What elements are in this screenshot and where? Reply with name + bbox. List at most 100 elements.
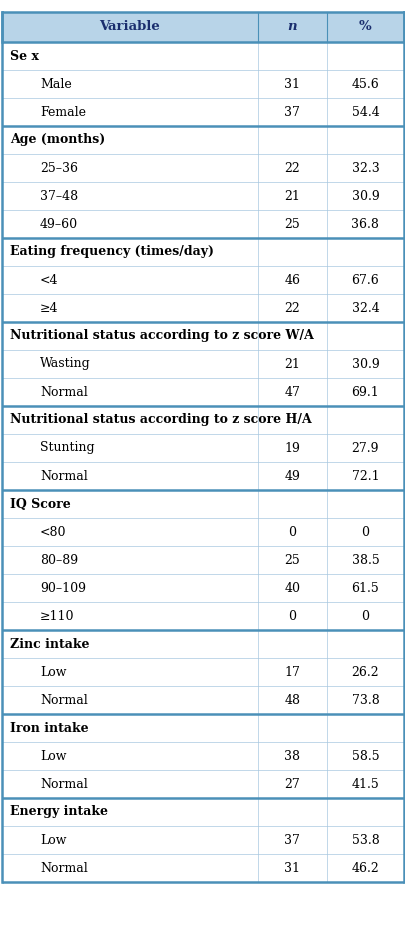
Text: n: n	[287, 21, 296, 34]
Text: Wasting: Wasting	[40, 358, 91, 370]
Text: 48: 48	[284, 693, 300, 706]
Bar	[2, 742, 403, 770]
Text: 80–89: 80–89	[40, 554, 78, 566]
Text: Normal: Normal	[40, 862, 87, 874]
Bar	[2, 42, 403, 70]
Text: 58.5: 58.5	[351, 750, 378, 762]
Text: Female: Female	[40, 106, 86, 119]
Text: 54.4: 54.4	[351, 106, 378, 119]
Bar	[2, 770, 403, 798]
Bar	[2, 322, 403, 350]
Bar	[2, 854, 403, 882]
Text: 37: 37	[284, 834, 300, 847]
Text: ≥4: ≥4	[40, 301, 58, 315]
Bar	[2, 70, 403, 98]
Text: %: %	[358, 21, 371, 34]
Text: 41.5: 41.5	[351, 777, 378, 790]
Text: 32.3: 32.3	[351, 161, 378, 174]
Text: 72.1: 72.1	[351, 469, 378, 482]
Text: Nutritional status according to z score H/A: Nutritional status according to z score …	[10, 414, 311, 427]
Bar	[2, 98, 403, 126]
Text: 17: 17	[284, 665, 300, 678]
Text: Stunting: Stunting	[40, 442, 94, 454]
Text: 31: 31	[284, 77, 300, 90]
Text: ≥110: ≥110	[40, 609, 75, 623]
Bar	[2, 378, 403, 406]
Text: 27.9: 27.9	[351, 442, 378, 454]
Bar	[2, 714, 403, 742]
Text: 26.2: 26.2	[351, 665, 378, 678]
Bar	[2, 602, 403, 630]
Text: 67.6: 67.6	[351, 273, 378, 286]
Text: Low: Low	[40, 665, 66, 678]
Bar	[2, 154, 403, 182]
Bar	[2, 518, 403, 546]
Text: Normal: Normal	[40, 469, 87, 482]
Text: 53.8: 53.8	[351, 834, 378, 847]
Text: 36.8: 36.8	[351, 218, 378, 231]
Text: 22: 22	[284, 161, 299, 174]
Text: 21: 21	[284, 189, 300, 203]
Text: IQ Score: IQ Score	[10, 497, 70, 511]
Text: Male: Male	[40, 77, 72, 90]
Bar	[2, 350, 403, 378]
Text: 25: 25	[284, 554, 299, 566]
Text: Low: Low	[40, 834, 66, 847]
Text: 37–48: 37–48	[40, 189, 78, 203]
Text: 30.9: 30.9	[351, 358, 378, 370]
Text: Variable: Variable	[99, 21, 160, 34]
Bar	[2, 238, 403, 266]
Text: Normal: Normal	[40, 777, 87, 790]
Text: 31: 31	[284, 862, 300, 874]
Text: 40: 40	[284, 581, 300, 594]
Text: Eating frequency (times/day): Eating frequency (times/day)	[10, 246, 213, 258]
Bar	[2, 546, 403, 574]
Text: Normal: Normal	[40, 693, 87, 706]
Text: Zinc intake: Zinc intake	[10, 638, 90, 651]
Text: 22: 22	[284, 301, 299, 315]
Text: 38.5: 38.5	[351, 554, 378, 566]
Text: 32.4: 32.4	[351, 301, 378, 315]
Text: 0: 0	[288, 526, 296, 539]
Text: 25–36: 25–36	[40, 161, 78, 174]
Text: 47: 47	[284, 385, 300, 398]
Text: 19: 19	[284, 442, 300, 454]
Text: 49–60: 49–60	[40, 218, 78, 231]
Bar	[2, 658, 403, 686]
Bar	[2, 462, 403, 490]
Text: 0: 0	[360, 609, 369, 623]
Bar	[2, 210, 403, 238]
Text: 25: 25	[284, 218, 299, 231]
Bar	[2, 798, 403, 826]
Bar	[2, 266, 403, 294]
Text: 90–109: 90–109	[40, 581, 86, 594]
Bar	[2, 574, 403, 602]
Bar	[2, 406, 403, 434]
Bar	[2, 182, 403, 210]
Text: 30.9: 30.9	[351, 189, 378, 203]
Bar	[2, 630, 403, 658]
Text: 45.6: 45.6	[351, 77, 378, 90]
Text: 27: 27	[284, 777, 299, 790]
Bar	[2, 126, 403, 154]
Text: <80: <80	[40, 526, 66, 539]
Text: Normal: Normal	[40, 385, 87, 398]
Bar	[2, 686, 403, 714]
Text: Energy intake: Energy intake	[10, 805, 108, 819]
Text: 46.2: 46.2	[351, 862, 378, 874]
Text: Iron intake: Iron intake	[10, 722, 88, 735]
Text: Low: Low	[40, 750, 66, 762]
Bar	[2, 294, 403, 322]
Text: 46: 46	[284, 273, 300, 286]
Text: Age (months): Age (months)	[10, 134, 105, 147]
Bar	[2, 490, 403, 518]
Text: 21: 21	[284, 358, 300, 370]
Text: 49: 49	[284, 469, 300, 482]
Text: 38: 38	[284, 750, 300, 762]
Text: Nutritional status according to z score W/A: Nutritional status according to z score …	[10, 330, 313, 343]
Text: 61.5: 61.5	[351, 581, 378, 594]
Text: 0: 0	[288, 609, 296, 623]
Text: Se x: Se x	[10, 50, 39, 62]
Text: 69.1: 69.1	[351, 385, 378, 398]
Text: <4: <4	[40, 273, 58, 286]
